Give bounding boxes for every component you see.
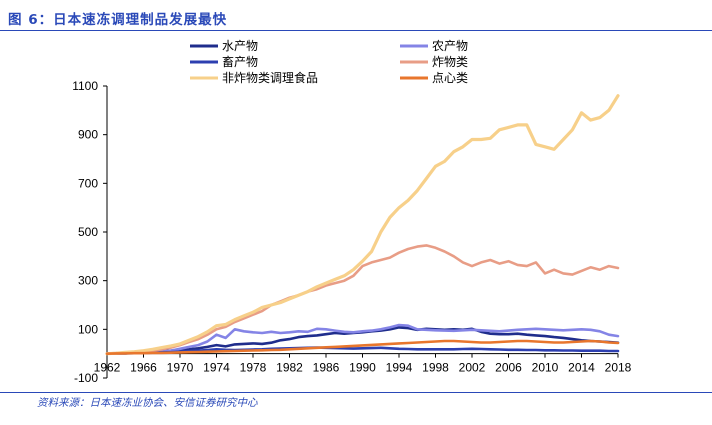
y-tick-label: 100 — [78, 322, 98, 336]
x-tick-label: 1982 — [276, 361, 303, 375]
y-tick-label: 900 — [78, 128, 98, 142]
series-line-炸物类 — [105, 244, 620, 356]
x-tick-label: 2006 — [495, 361, 522, 375]
y-axis: -100 100 300 500 700 900 1100 — [72, 79, 108, 385]
x-tick-label: 1998 — [422, 361, 449, 375]
y-tick-label: 500 — [78, 225, 98, 239]
x-axis: 1962 1966 1970 1974 1978 1982 1986 1990 1994 1998… — [94, 353, 632, 375]
x-tick-label: 1966 — [130, 361, 157, 375]
legend-label: 农产物 — [432, 39, 468, 53]
x-tick-label: 1978 — [240, 361, 267, 375]
x-tick-label: 2018 — [605, 361, 632, 375]
x-tick-label: 2010 — [532, 361, 559, 375]
series-lines — [105, 94, 620, 356]
top-rule — [0, 30, 712, 31]
x-tick-label: 1990 — [349, 361, 376, 375]
y-tick-label: 300 — [78, 274, 98, 288]
x-tick-label: 2014 — [568, 361, 595, 375]
x-tick-label: 1986 — [313, 361, 340, 375]
x-tick-label: 2002 — [459, 361, 486, 375]
y-tick-label: -100 — [74, 371, 98, 385]
bottom-rule — [0, 392, 712, 393]
x-tick-label: 1962 — [94, 361, 121, 375]
figure-header: 图 6：日本速冻调理制品发展最快 — [0, 0, 712, 30]
legend-label: 炸物类 — [432, 55, 468, 69]
x-tick-label: 1970 — [167, 361, 194, 375]
x-tick-label: 1974 — [203, 361, 230, 375]
figure-title: 图 6：日本速冻调理制品发展最快 — [8, 12, 228, 28]
y-tick-label: 700 — [78, 176, 98, 190]
series-line-非炸物类调理食品 — [105, 94, 620, 356]
series-line-点心类 — [105, 339, 620, 356]
y-tick-label: 1100 — [72, 79, 98, 93]
x-tick-label: 1994 — [386, 361, 413, 375]
legend-label: 非炸物类调理食品 — [222, 70, 318, 85]
legend-label: 畜产物 — [222, 54, 258, 69]
legend-label: 水产物 — [222, 39, 258, 53]
legend-label: 点心类 — [432, 71, 468, 85]
source-note: 资料来源：日本速冻业协会、安信证券研究中心 — [37, 397, 258, 409]
series-line-农产物 — [105, 323, 620, 355]
